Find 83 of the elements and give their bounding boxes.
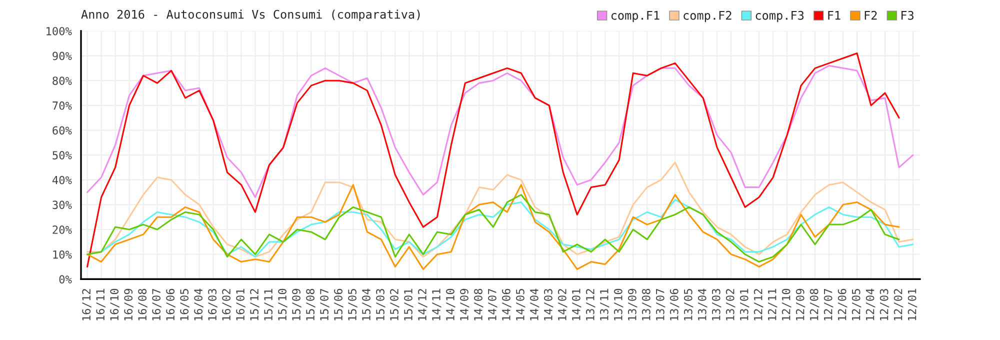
legend-label: comp.F2 — [684, 10, 732, 22]
y-tick-label: 60% — [52, 126, 72, 135]
x-tick-label: 12/12 — [754, 289, 764, 320]
x-tick-label: 16/06 — [166, 288, 176, 320]
y-tick-label: 100% — [46, 26, 72, 36]
x-tick-label: 12/07 — [824, 289, 834, 320]
x-tick-label: 15/12 — [250, 289, 260, 320]
x-tick-label: 15/10 — [278, 288, 288, 320]
line-series — [86, 184, 900, 270]
x-tick-label: 14/01 — [572, 288, 582, 320]
line-series — [86, 194, 900, 263]
y-tick-label: 20% — [52, 226, 72, 234]
legend-label: comp.F3 — [756, 10, 804, 22]
x-tick-label: 12/03 — [880, 289, 890, 320]
x-tick-label: 15/01 — [404, 288, 414, 320]
x-tick-label: 14/02 — [558, 289, 568, 320]
x-tick-label: 13/07 — [656, 289, 666, 320]
legend-label: comp.F1 — [611, 11, 660, 22]
x-tick-label: 12/05 — [852, 289, 862, 320]
x-tick-label: 14/03 — [544, 289, 554, 320]
x-tick-label: 13/11 — [600, 288, 610, 320]
legend-label: F1 — [828, 11, 840, 20]
x-tick-label: 13/04 — [698, 288, 708, 320]
x-tick-label: 14/08 — [474, 288, 484, 320]
x-tick-label: 14/07 — [488, 289, 498, 320]
x-tick-label: 13/10 — [614, 288, 624, 320]
x-tick-label: 13/02 — [726, 289, 736, 320]
x-tick-label: 15/02 — [390, 289, 400, 320]
x-tick-label: 14/12 — [418, 289, 428, 320]
y-tick-label: 10% — [53, 250, 72, 259]
x-tick-label: 16/12 — [82, 289, 92, 320]
x-tick-label: 14/10 — [446, 288, 456, 320]
x-tick-label: 16/02 — [222, 289, 232, 320]
x-tick-label: 16/08 — [138, 288, 148, 320]
x-tick-label: 14/04 — [530, 288, 540, 320]
x-tick-label: 13/06 — [670, 288, 680, 320]
x-tick-label: 15/07 — [320, 289, 330, 320]
x-tick-label: 14/05 — [516, 289, 526, 320]
x-tick-label: 15/04 — [362, 288, 372, 320]
x-tick-label: 16/03 — [208, 289, 218, 320]
x-tick-label: 12/02 — [894, 289, 904, 320]
line-series — [86, 52, 900, 268]
x-tick-label: 13/08 — [642, 288, 652, 320]
x-tick-label: 14/09 — [460, 288, 470, 320]
y-tick-label: 80% — [52, 76, 72, 85]
x-tick-label: 13/03 — [712, 289, 722, 320]
chart-title: Anno 2016 - Autoconsumi Vs Consumi (comparativa) — [81, 10, 420, 22]
y-tick-label: 40% — [52, 176, 72, 184]
x-tick-label: 15/11 — [264, 288, 274, 320]
x-tick-label: 13/12 — [586, 289, 596, 320]
x-tick-label: 12/04 — [866, 288, 876, 320]
x-tick-label: 15/05 — [348, 289, 358, 320]
x-tick-label: 12/06 — [838, 288, 848, 320]
x-tick-label: 15/06 — [334, 288, 344, 320]
line-series — [86, 64, 914, 198]
x-tick-label: 16/04 — [194, 288, 204, 320]
legend-label: F3 — [902, 10, 914, 20]
x-tick-label: 16/09 — [124, 288, 134, 320]
x-tick-label: 13/01 — [740, 288, 750, 320]
y-tick-label: 70% — [52, 101, 72, 110]
x-tick-label: 16/10 — [110, 288, 120, 320]
x-tick-label: 16/01 — [236, 288, 246, 320]
x-tick-label: 16/05 — [180, 289, 190, 320]
y-tick-label: 0% — [59, 275, 72, 284]
x-tick-label: 13/05 — [684, 289, 694, 320]
y-tick-label: 90% — [52, 52, 72, 60]
x-tick-label: 14/11 — [432, 288, 442, 320]
x-tick-label: 15/03 — [376, 289, 386, 320]
x-tick-label: 12/09 — [796, 288, 806, 320]
x-tick-label: 15/08 — [306, 288, 316, 320]
y-tick-label: 30% — [52, 200, 72, 210]
x-tick-label: 16/11 — [96, 288, 106, 320]
x-tick-label: 14/06 — [502, 288, 512, 320]
x-tick-label: 12/08 — [810, 288, 820, 320]
x-tick-label: 12/01 — [908, 288, 918, 320]
x-tick-label: 12/10 — [782, 288, 792, 320]
legend-label: F2 — [864, 10, 877, 20]
x-tick-label: 13/09 — [628, 288, 638, 320]
x-tick-label: 15/09 — [292, 288, 302, 320]
x-tick-label: 16/07 — [152, 289, 162, 320]
line-series — [86, 162, 914, 258]
x-tick-label: 12/11 — [768, 288, 778, 320]
y-tick-label: 50% — [52, 151, 72, 160]
